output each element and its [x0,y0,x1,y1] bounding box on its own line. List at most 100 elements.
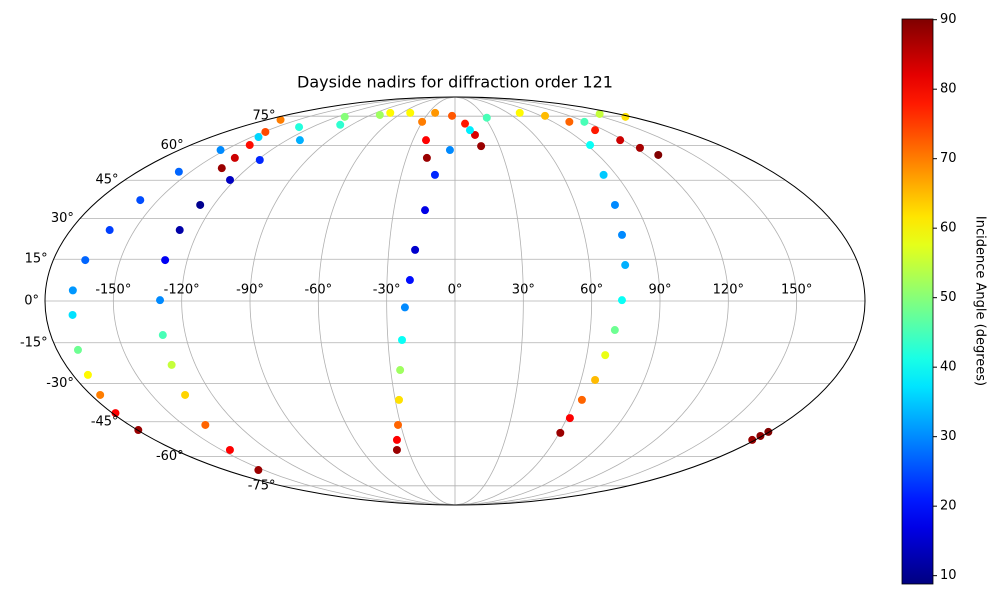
colorbar-tick-label: 80 [940,82,957,97]
colorbar-tick-label: 30 [940,429,957,444]
point [431,108,440,117]
point [556,428,565,437]
x-tick-label: -150° [95,283,131,298]
point [254,133,263,142]
point [81,256,90,265]
point [392,435,401,444]
point [201,420,210,429]
point [565,117,574,126]
point [96,390,105,399]
point [216,146,225,155]
point [418,117,427,126]
point [610,200,619,209]
point [601,351,610,360]
chart-title: Dayside nadirs for diffraction order 121 [297,73,613,92]
colorbar [901,18,934,585]
point [618,230,627,239]
point [477,142,486,151]
point [591,375,600,384]
point [73,345,82,354]
y-tick-label: -45° [91,414,119,429]
point [400,303,409,312]
point [635,143,644,152]
point [541,111,550,120]
point [591,126,600,135]
point [617,296,626,305]
point [616,136,625,145]
point [580,117,589,126]
x-tick-label: 90° [648,283,671,298]
point [515,108,524,117]
point [595,109,604,118]
point [226,175,235,184]
point [396,366,405,375]
y-tick-label: -75° [248,478,276,493]
point [340,112,349,121]
point [181,390,190,399]
x-tick-label: 120° [713,283,744,298]
graticule [45,96,865,506]
point [245,141,254,150]
x-tick-label: 150° [781,283,812,298]
map-frame [44,96,866,506]
point [405,276,414,285]
point [599,170,608,179]
x-tick-label: 60° [580,283,603,298]
point [430,170,439,179]
colorbar-tick-label: 50 [940,290,957,305]
point [411,245,420,254]
point [386,108,395,117]
point [565,414,574,423]
x-tick-label: -30° [373,283,401,298]
point [261,127,270,136]
point [217,164,226,173]
point [156,296,165,305]
point [254,466,263,475]
point [445,146,454,155]
point [465,126,474,135]
points [68,108,773,475]
colorbar-tick-label: 10 [940,568,957,583]
point [295,136,304,145]
colorbar-tick-label: 60 [940,221,957,236]
point [196,200,205,209]
point [167,360,176,369]
point [161,256,170,265]
point [230,153,239,162]
x-tick-label: -90° [236,283,264,298]
y-tick-label: 60° [161,138,184,153]
colorbar-tick-label: 20 [940,499,957,514]
point [174,167,183,176]
point [295,123,304,132]
x-tick-label: 0° [448,283,463,298]
y-tick-label: 15° [25,252,48,267]
point [470,130,479,139]
point [461,119,470,128]
point [394,420,403,429]
colorbar-tick-label: 40 [940,360,957,375]
colorbar-tick-label: 70 [940,151,957,166]
colorbar-tick-label: 90 [940,12,957,27]
point [136,196,145,205]
point [422,153,431,162]
point [158,331,167,340]
point [398,335,407,344]
point [68,310,77,319]
point [175,226,184,235]
point [111,409,120,418]
point [422,136,431,145]
point [395,395,404,404]
point [255,155,264,164]
x-tick-label: 30° [512,283,535,298]
point [421,206,430,215]
point [375,110,384,119]
point [83,370,92,379]
point [748,435,757,444]
point [225,445,234,454]
point [392,445,401,454]
point [276,115,285,124]
x-tick-label: -120° [164,283,200,298]
point [654,150,663,159]
point [610,326,619,335]
